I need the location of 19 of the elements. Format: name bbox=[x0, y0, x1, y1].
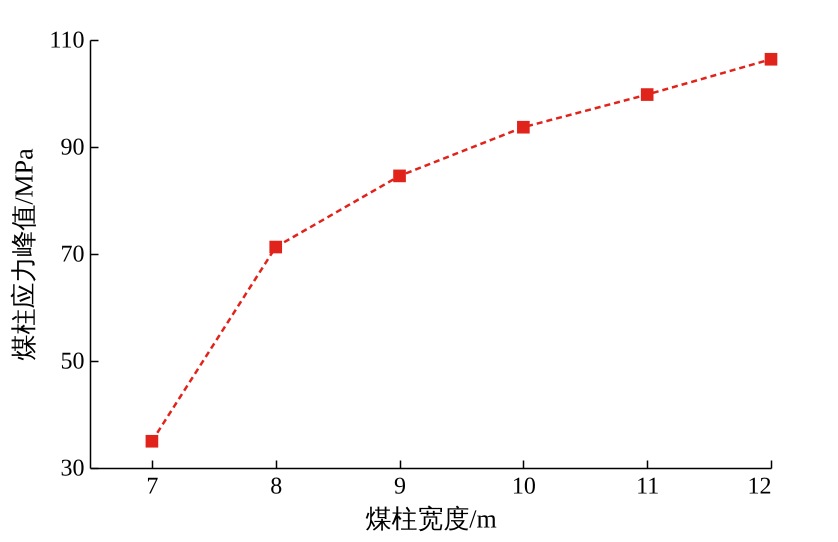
y-axis-title: 煤柱应力峰值/MPa bbox=[9, 148, 38, 361]
x-tick-label: 12 bbox=[748, 474, 772, 500]
y-tick-label: 30 bbox=[60, 456, 84, 482]
point bbox=[269, 240, 282, 254]
y-tick-label: 70 bbox=[60, 242, 84, 268]
y-tick-label: 110 bbox=[49, 28, 84, 54]
point bbox=[764, 52, 778, 66]
y-tick-label: 90 bbox=[60, 134, 84, 160]
x-tick-label: 7 bbox=[146, 474, 158, 500]
x-tick-label: 11 bbox=[636, 474, 660, 500]
point bbox=[517, 120, 530, 134]
x-tick-label: 10 bbox=[512, 474, 536, 500]
x-tick-label: 9 bbox=[394, 474, 406, 500]
point bbox=[146, 434, 158, 448]
x-tick-label: 8 bbox=[270, 474, 282, 500]
y-tick-label: 50 bbox=[60, 348, 84, 374]
point bbox=[640, 88, 654, 101]
x-axis-title: 煤柱宽度/m bbox=[365, 504, 497, 534]
point bbox=[393, 170, 406, 182]
